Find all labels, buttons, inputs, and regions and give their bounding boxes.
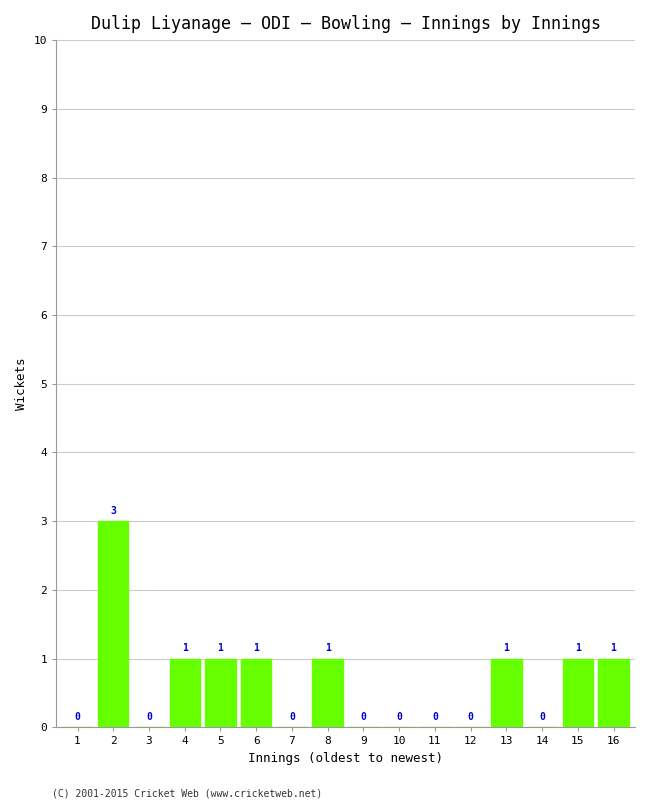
- Text: 0: 0: [75, 712, 81, 722]
- Bar: [98, 522, 129, 727]
- Text: 3: 3: [111, 506, 116, 516]
- Bar: [599, 658, 629, 727]
- Bar: [241, 658, 272, 727]
- Text: 1: 1: [254, 643, 259, 653]
- Title: Dulip Liyanage – ODI – Bowling – Innings by Innings: Dulip Liyanage – ODI – Bowling – Innings…: [90, 15, 601, 33]
- Text: 0: 0: [361, 712, 367, 722]
- Text: 1: 1: [218, 643, 224, 653]
- Bar: [313, 658, 343, 727]
- Bar: [170, 658, 200, 727]
- Text: 1: 1: [610, 643, 616, 653]
- Text: 0: 0: [396, 712, 402, 722]
- Text: (C) 2001-2015 Cricket Web (www.cricketweb.net): (C) 2001-2015 Cricket Web (www.cricketwe…: [52, 788, 322, 798]
- Text: 0: 0: [432, 712, 438, 722]
- Bar: [563, 658, 593, 727]
- Text: 0: 0: [539, 712, 545, 722]
- Text: 1: 1: [325, 643, 331, 653]
- Text: 0: 0: [289, 712, 295, 722]
- Bar: [205, 658, 236, 727]
- Text: 0: 0: [468, 712, 474, 722]
- Text: 1: 1: [182, 643, 188, 653]
- Bar: [491, 658, 521, 727]
- Y-axis label: Wickets: Wickets: [15, 358, 28, 410]
- Text: 1: 1: [575, 643, 580, 653]
- Text: 1: 1: [503, 643, 510, 653]
- X-axis label: Innings (oldest to newest): Innings (oldest to newest): [248, 752, 443, 765]
- Text: 0: 0: [146, 712, 152, 722]
